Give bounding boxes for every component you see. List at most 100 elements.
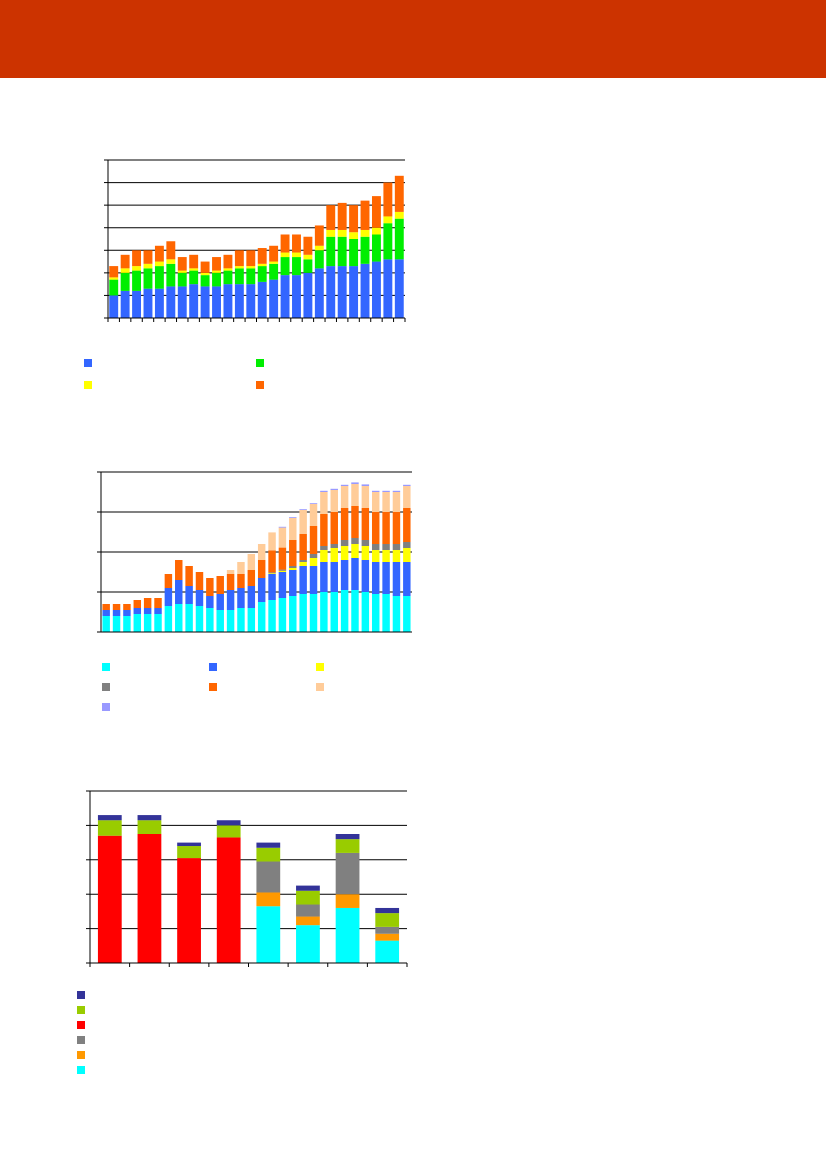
bar-segment	[289, 570, 297, 596]
bar-segment	[309, 554, 318, 558]
bar-segment	[392, 492, 401, 512]
bar-segment	[268, 550, 276, 573]
bar-segment	[223, 268, 233, 271]
bar-segment	[361, 484, 370, 486]
bar-segment	[340, 486, 349, 508]
bar-segment	[256, 906, 281, 963]
bar-segment	[361, 560, 370, 592]
bar-segment	[351, 538, 359, 544]
bar-segment	[102, 604, 110, 610]
bar-segment	[206, 596, 214, 608]
bar-segment	[120, 290, 130, 318]
bar-segment	[137, 820, 162, 834]
bar-segment	[351, 544, 359, 558]
bar-segment	[237, 562, 245, 574]
bar-segment	[314, 268, 324, 318]
bar-segment	[189, 268, 199, 271]
bar-segment	[223, 254, 233, 269]
bar-segment	[392, 562, 401, 596]
bar-segment	[278, 572, 287, 598]
bar-segment	[292, 275, 301, 318]
bar-segment	[206, 608, 214, 632]
bar-segment	[112, 610, 121, 616]
bar-segment	[212, 286, 221, 318]
bar-segment	[296, 904, 320, 917]
bar-segment	[314, 225, 324, 246]
bar-segment	[371, 234, 381, 262]
bar-segment	[371, 261, 381, 318]
bar-segment	[120, 268, 130, 273]
bar-segment	[132, 266, 142, 271]
bar-segment	[257, 560, 266, 578]
bar-segment	[371, 562, 380, 594]
bar-segment	[349, 205, 359, 233]
bar-segment	[361, 508, 370, 540]
bar-segment	[375, 933, 400, 941]
bar-segment	[247, 554, 256, 570]
bar-segment	[237, 608, 245, 632]
bar-segment	[289, 568, 297, 570]
bar-segment	[382, 544, 390, 550]
bar-segment	[246, 250, 256, 267]
bar-segment	[299, 510, 307, 534]
bar-segment	[112, 616, 121, 632]
bar-segment	[257, 602, 266, 632]
bar-segment	[278, 526, 287, 528]
bar-segment	[185, 586, 193, 604]
bar-segment	[164, 574, 173, 588]
bar-segment	[200, 286, 210, 318]
bar-segment	[189, 270, 199, 285]
bar-segment	[212, 257, 221, 271]
bar-segment	[268, 573, 276, 574]
bar-segment	[314, 245, 324, 251]
bar-segment	[256, 892, 281, 907]
bar-segment	[330, 544, 338, 548]
bar-segment	[349, 239, 359, 267]
bar-segment	[392, 544, 401, 550]
bar-segment	[154, 608, 162, 614]
legend-swatch	[316, 683, 324, 691]
bar-segment	[177, 272, 187, 287]
bar-segment	[309, 503, 318, 504]
bar-segment	[320, 490, 328, 492]
bar-segment	[257, 544, 266, 560]
bar-segment	[351, 506, 359, 538]
bar-segment	[394, 218, 404, 260]
bar-segment	[371, 490, 380, 492]
bar-segment	[403, 484, 411, 486]
legend-swatch	[256, 359, 264, 367]
bar-segment	[335, 839, 360, 853]
bar-segment	[112, 604, 121, 610]
bar-segment	[256, 842, 281, 848]
bar-segment	[212, 270, 221, 273]
bar-segment	[216, 594, 224, 610]
legend-swatch	[316, 663, 324, 671]
bar-segment	[269, 245, 279, 262]
bar-segment	[340, 540, 349, 546]
bar-segment	[223, 270, 233, 285]
bar-segment	[175, 604, 183, 632]
bar-segment	[292, 257, 301, 276]
bar-segment	[337, 266, 347, 318]
legend-swatch	[77, 1051, 85, 1059]
bar-segment	[360, 200, 370, 230]
bar-segment	[133, 614, 142, 632]
bar-segment	[296, 925, 320, 963]
bar-segment	[309, 504, 318, 526]
bar-segment	[123, 616, 131, 632]
bar-segment	[392, 550, 401, 562]
bar-segment	[164, 588, 173, 606]
bar-segment	[175, 580, 183, 604]
bar-segment	[403, 508, 411, 542]
bar-segment	[330, 512, 338, 544]
bar-segment	[278, 569, 287, 571]
bar-segment	[269, 263, 279, 280]
bar-segment	[330, 548, 338, 562]
bar-segment	[177, 846, 201, 859]
legend-swatch	[77, 991, 85, 999]
bar-segment	[223, 284, 233, 318]
bar-segment	[234, 250, 244, 267]
bar-segment	[309, 594, 318, 632]
bar-segment	[351, 484, 359, 506]
